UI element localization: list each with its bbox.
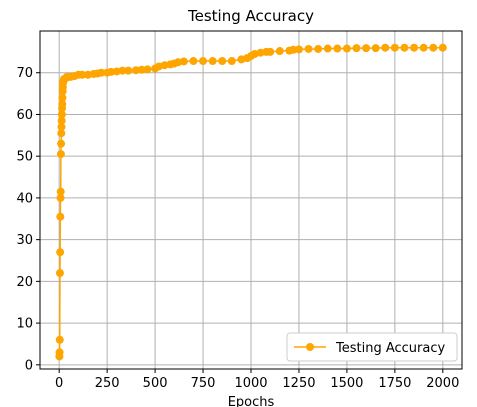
data-point <box>199 57 208 66</box>
chart-title: Testing Accuracy <box>187 7 314 25</box>
data-point <box>58 100 67 109</box>
data-point <box>57 139 66 148</box>
data-point <box>57 129 66 138</box>
data-point <box>208 57 217 66</box>
y-tick-label: 20 <box>16 275 33 290</box>
data-point <box>275 47 284 56</box>
data-point <box>57 122 66 131</box>
x-tick-label: 1250 <box>282 376 315 391</box>
grid-layer <box>40 31 462 369</box>
legend: Testing Accuracy <box>286 332 458 362</box>
data-point <box>419 43 428 52</box>
data-point <box>106 67 115 76</box>
data-point <box>124 66 133 75</box>
data-point <box>56 150 65 159</box>
y-tick-label: 70 <box>16 66 33 81</box>
y-tick-label: 0 <box>25 358 33 373</box>
data-point <box>333 44 342 53</box>
x-tick-label: 750 <box>191 376 216 391</box>
data-point <box>189 57 198 66</box>
data-point <box>314 44 323 53</box>
data-point <box>381 43 390 52</box>
legend-marker-icon <box>306 343 314 351</box>
x-tick-label: 2000 <box>426 376 459 391</box>
data-point <box>56 193 65 202</box>
data-point <box>304 44 313 53</box>
x-tick-label: 1000 <box>234 376 267 391</box>
data-point <box>55 269 64 278</box>
x-tick-label: 1750 <box>378 376 411 391</box>
data-point <box>57 116 66 125</box>
data-point <box>371 44 380 53</box>
data-point <box>57 110 66 119</box>
data-point <box>179 57 188 66</box>
data-point <box>323 44 332 53</box>
x-tick-label: 0 <box>55 376 63 391</box>
data-point <box>55 335 64 344</box>
data-point <box>131 66 140 75</box>
y-tick-label: 60 <box>16 108 33 123</box>
legend-label: Testing Accuracy <box>335 341 445 356</box>
data-point <box>410 43 419 52</box>
data-point <box>266 47 275 56</box>
data-point <box>218 57 227 66</box>
data-point <box>143 65 152 74</box>
data-point <box>58 93 67 102</box>
data-point <box>137 65 146 74</box>
data-point <box>56 212 65 221</box>
data-point <box>227 57 236 66</box>
data-point <box>438 43 447 52</box>
series-layer <box>55 43 447 361</box>
data-point <box>118 66 127 75</box>
y-tick-label: 30 <box>16 233 33 248</box>
y-tick-label: 50 <box>16 150 33 165</box>
y-tick-label: 40 <box>16 191 33 206</box>
data-point <box>362 44 371 53</box>
data-point <box>294 45 303 54</box>
x-tick-label: 1500 <box>330 376 363 391</box>
x-tick-label: 250 <box>95 376 120 391</box>
data-point <box>289 45 298 54</box>
y-tick-label: 10 <box>16 317 33 332</box>
legend-box <box>286 332 458 362</box>
x-tick-label: 500 <box>143 376 168 391</box>
data-point <box>429 43 438 52</box>
data-point <box>400 43 409 52</box>
data-point <box>97 68 106 77</box>
data-point <box>78 70 87 79</box>
data-point <box>342 44 351 53</box>
data-point <box>56 187 65 196</box>
data-point <box>390 43 399 52</box>
data-point <box>352 44 361 53</box>
data-point <box>55 348 64 357</box>
data-point <box>56 248 65 257</box>
x-axis-label: Epochs <box>228 395 275 407</box>
tick-layer: 0 250 500 750 1000 1250 1500 1750 2000 0 10 20 30 40 5… <box>16 66 459 391</box>
